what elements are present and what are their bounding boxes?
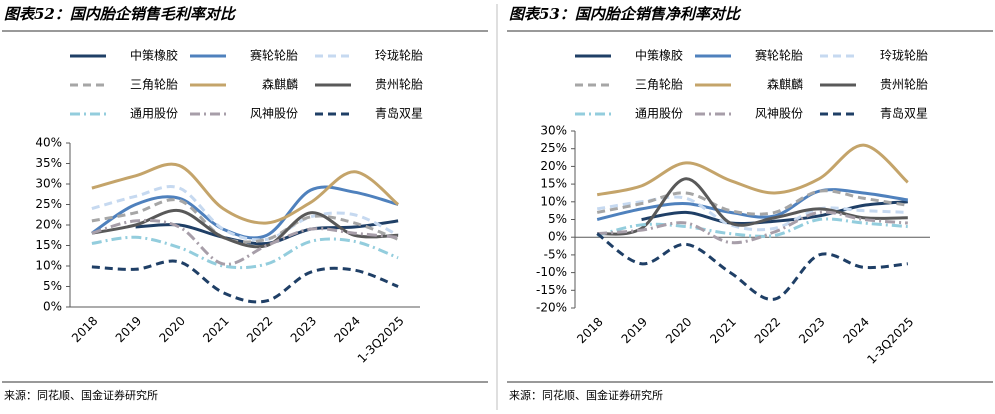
- series-line: [91, 218, 399, 266]
- legend-label: 风神股份: [755, 107, 803, 121]
- series-line: [596, 143, 909, 197]
- y-tick-label: 15%: [35, 238, 62, 252]
- y-tick-label: 10%: [35, 259, 62, 273]
- x-tick-label: 2020: [663, 315, 694, 346]
- y-tick-label: -10%: [536, 265, 567, 279]
- chart-title: 图表52：国内胎企销售毛利率对比: [4, 5, 237, 23]
- legend-label: 玲珑轮胎: [880, 49, 928, 63]
- legend-label: 贵州轮胎: [880, 78, 928, 92]
- chart-title: 图表53：国内胎企销售净利率对比: [509, 5, 742, 23]
- x-tick-label: 2021: [200, 314, 231, 345]
- x-tick-label: 2018: [574, 315, 605, 346]
- x-tick-label: 1-3Q2025: [355, 314, 407, 366]
- y-tick-label: 30%: [540, 124, 567, 138]
- y-tick-label: 30%: [35, 177, 62, 191]
- x-tick-label: 2022: [752, 315, 783, 346]
- y-tick-label: 0%: [43, 300, 62, 314]
- y-tick-label: -15%: [536, 283, 567, 297]
- x-tick-label: 2023: [288, 314, 319, 345]
- y-tick-label: -5%: [544, 247, 567, 261]
- legend-label: 贵州轮胎: [375, 78, 423, 92]
- legend-label: 三角轮胎: [130, 78, 178, 92]
- y-tick-label: 5%: [548, 212, 567, 226]
- series-line: [596, 195, 908, 232]
- series-line: [91, 185, 399, 242]
- series-line: [596, 188, 909, 221]
- y-tick-label: 35%: [35, 156, 62, 170]
- series-line: [596, 217, 908, 238]
- x-tick-label: 1-3Q2025: [864, 315, 916, 367]
- legend-label: 中策橡胶: [130, 48, 178, 63]
- legend-label: 中策橡胶: [635, 48, 683, 63]
- y-tick-label: 20%: [540, 159, 567, 173]
- series-line: [91, 185, 399, 240]
- series-line: [91, 259, 399, 304]
- series-line: [135, 219, 399, 246]
- y-tick-label: 15%: [540, 177, 567, 191]
- y-tick-label: 25%: [540, 141, 567, 155]
- y-tick-label: 25%: [35, 197, 62, 211]
- series-line: [596, 232, 908, 301]
- legend-label: 通用股份: [130, 107, 178, 121]
- legend-label: 风神股份: [250, 107, 298, 121]
- legend-label: 青岛双星: [375, 106, 423, 121]
- x-tick-label: 2024: [841, 315, 872, 346]
- x-tick-label: 2024: [331, 314, 362, 345]
- series-line: [597, 177, 908, 236]
- series-line: [91, 235, 399, 270]
- y-tick-label: 0%: [548, 230, 567, 244]
- series-line: [641, 200, 908, 226]
- legend-label: 青岛双星: [880, 106, 928, 121]
- x-tick-label: 2023: [796, 315, 827, 346]
- series-line: [597, 210, 908, 245]
- legend-label: 玲珑轮胎: [375, 49, 423, 63]
- legend-label: 通用股份: [635, 107, 683, 121]
- series-line: [91, 198, 399, 244]
- y-tick-label: 5%: [43, 279, 62, 293]
- legend-label: 森麒麟: [767, 77, 803, 92]
- x-tick-label: 2020: [156, 314, 187, 345]
- source-note: 来源：同花顺、国金证券研究所: [509, 388, 663, 402]
- y-tick-label: 20%: [35, 218, 62, 232]
- legend-label: 森麒麟: [262, 77, 298, 92]
- x-tick-label: 2019: [113, 314, 144, 345]
- y-tick-label: 40%: [35, 136, 62, 150]
- legend-label: 赛轮轮胎: [250, 48, 298, 63]
- x-tick-label: 2022: [244, 314, 275, 345]
- y-tick-label: 10%: [540, 194, 567, 208]
- source-note: 来源：同花顺、国金证券研究所: [4, 388, 158, 402]
- y-tick-label: -20%: [536, 301, 567, 315]
- x-tick-label: 2019: [619, 315, 650, 346]
- series-line: [91, 162, 400, 225]
- x-tick-label: 2018: [69, 314, 100, 345]
- series-line: [596, 189, 909, 216]
- legend-label: 三角轮胎: [635, 78, 683, 92]
- x-tick-label: 2021: [707, 315, 738, 346]
- legend-label: 赛轮轮胎: [755, 48, 803, 63]
